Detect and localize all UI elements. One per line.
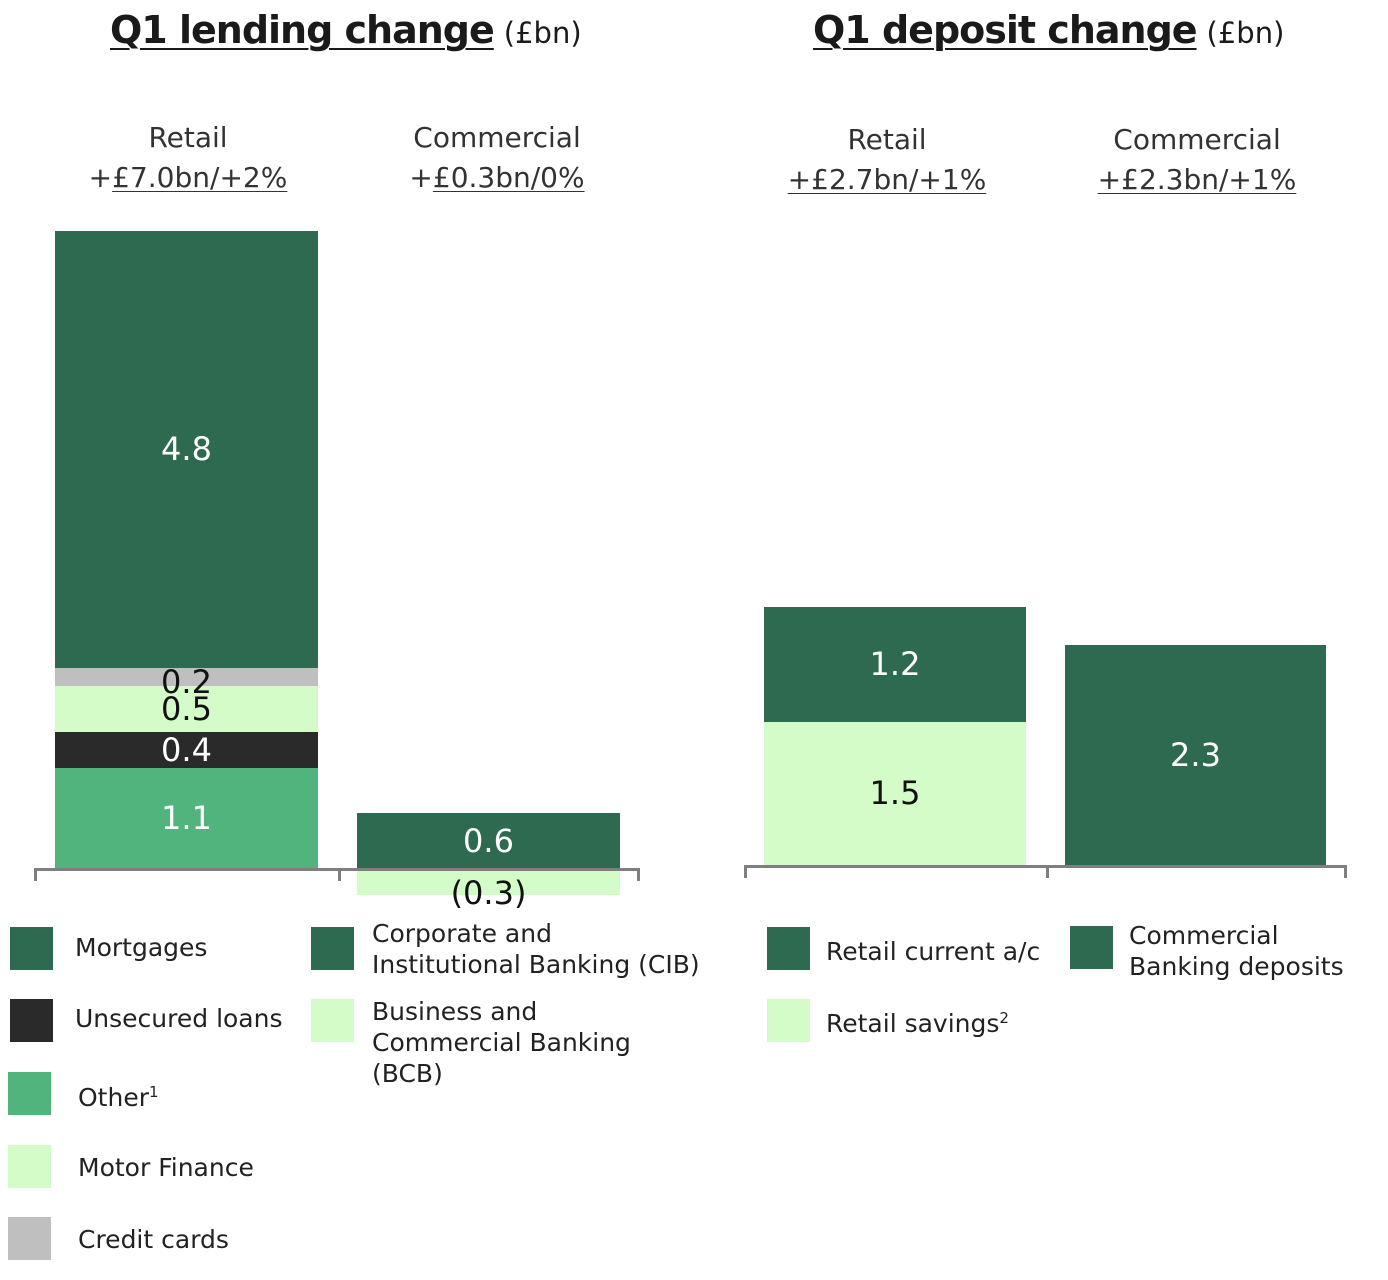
legend-swatch-mortgages bbox=[10, 927, 53, 970]
deposit-chart-title: Q1 deposit change (£bn) bbox=[813, 8, 1284, 52]
deposit-axis-tick bbox=[1046, 865, 1049, 878]
legend-swatch-cib bbox=[311, 927, 354, 970]
legend-label-cib: Corporate and Institutional Banking (CIB… bbox=[372, 919, 700, 979]
deposit-label-commercial-commercial-banking-deposits: 2.3 bbox=[1170, 736, 1221, 775]
deposit-bar-commercial-commercial-banking-deposits bbox=[1065, 645, 1326, 865]
legend-swatch-retail-current bbox=[767, 927, 810, 970]
deposit-bar-retail-retail-current-a-c bbox=[764, 607, 1026, 722]
deposit-title-text: Q1 deposit change bbox=[813, 8, 1198, 52]
legend-swatch-bcb bbox=[311, 999, 354, 1042]
lending-commercial-change: +£0.3bn/0% bbox=[409, 161, 585, 194]
deposit-retail-name: Retail bbox=[847, 123, 927, 156]
deposit-axis-tick bbox=[1344, 865, 1347, 878]
deposit-commercial-name: Commercial bbox=[1113, 123, 1281, 156]
legend-swatch-commercial-deposits bbox=[1070, 926, 1113, 969]
lending-label-commercial-business-and-commercial-banking-bcb: (0.3) bbox=[450, 874, 527, 913]
legend-label-credit-cards: Credit cards bbox=[78, 1225, 229, 1254]
deposit-label-retail-retail-current-a-c: 1.2 bbox=[869, 645, 921, 684]
lending-label-retail-motor-finance: 0.5 bbox=[161, 689, 212, 728]
lending-bar-commercial-corporate-and-institutional-banking-cib bbox=[357, 813, 620, 868]
legend-swatch-other bbox=[8, 1072, 51, 1115]
lending-label-retail-credit-cards: 0.2 bbox=[161, 662, 212, 701]
legend-label-motor-finance: Motor Finance bbox=[78, 1153, 254, 1182]
legend-label-bcb: Business and Commercial Banking (BCB) bbox=[372, 997, 631, 1088]
deposit-title-unit: (£bn) bbox=[1206, 16, 1285, 50]
deposit-bar-retail-retail-savings bbox=[764, 721, 1026, 865]
lending-bar-retail-motor-finance bbox=[55, 686, 318, 732]
lending-retail-change: +£7.0bn/+2% bbox=[88, 161, 288, 194]
lending-commercial-heading: Commercial +£0.3bn/0% bbox=[332, 118, 662, 198]
legend-swatch-credit-cards bbox=[8, 1217, 51, 1260]
lending-label-retail-mortgages: 4.8 bbox=[161, 430, 212, 469]
lending-label-retail-other: 1.1 bbox=[161, 798, 212, 837]
lending-chart-title: Q1 lending change (£bn) bbox=[110, 8, 582, 52]
lending-axis-tick bbox=[637, 868, 640, 881]
lending-x-axis bbox=[34, 868, 640, 871]
lending-title-unit: (£bn) bbox=[503, 16, 582, 50]
legend-swatch-unsecured-loans bbox=[10, 999, 53, 1042]
lending-bar-commercial-business-and-commercial-banking-bcb bbox=[357, 868, 620, 896]
lending-retail-name: Retail bbox=[148, 121, 228, 154]
deposit-x-axis bbox=[744, 865, 1347, 868]
legend-label-other: Other1 bbox=[78, 1083, 159, 1112]
legend-label-mortgages: Mortgages bbox=[75, 933, 208, 962]
lending-axis-tick bbox=[34, 868, 37, 881]
deposit-commercial-change: +£2.3bn/+1% bbox=[1097, 163, 1297, 196]
lending-axis-tick bbox=[338, 868, 341, 881]
lending-commercial-name: Commercial bbox=[413, 121, 581, 154]
lending-bar-retail-other bbox=[55, 767, 318, 868]
legend-swatch-motor-finance bbox=[8, 1145, 51, 1188]
legend-label-unsecured-loans: Unsecured loans bbox=[75, 1004, 283, 1033]
deposit-label-retail-retail-savings: 1.5 bbox=[869, 774, 921, 813]
legend-label-retail-savings: Retail savings2 bbox=[826, 1009, 1009, 1038]
lending-label-commercial-corporate-and-institutional-banking-cib: 0.6 bbox=[463, 821, 514, 860]
legend-label-retail-current: Retail current a/c bbox=[826, 937, 1041, 966]
lending-title-text: Q1 lending change bbox=[110, 8, 495, 52]
deposit-retail-heading: Retail +£2.7bn/+1% bbox=[722, 120, 1052, 200]
deposit-retail-change: +£2.7bn/+1% bbox=[787, 163, 987, 196]
deposit-axis-tick bbox=[744, 865, 747, 878]
lending-bar-retail-mortgages bbox=[55, 231, 318, 668]
lending-retail-heading: Retail +£7.0bn/+2% bbox=[23, 118, 353, 198]
legend-swatch-retail-savings bbox=[767, 999, 810, 1042]
lending-bar-retail-credit-cards bbox=[55, 667, 318, 686]
lending-bar-retail-unsecured-loans bbox=[55, 731, 318, 768]
legend-label-commercial-deposits: Commercial Banking deposits bbox=[1129, 921, 1344, 981]
lending-label-retail-unsecured-loans: 0.4 bbox=[161, 730, 212, 769]
deposit-commercial-heading: Commercial +£2.3bn/+1% bbox=[1032, 120, 1362, 200]
